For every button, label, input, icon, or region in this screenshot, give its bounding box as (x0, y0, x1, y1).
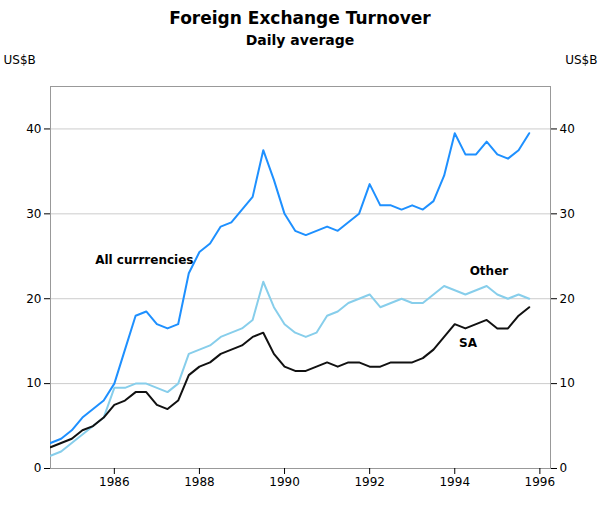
svg-text:1994: 1994 (439, 475, 470, 489)
svg-text:40: 40 (560, 122, 575, 136)
svg-text:30: 30 (26, 207, 41, 221)
svg-text:30: 30 (560, 207, 575, 221)
svg-text:10: 10 (26, 376, 41, 390)
svg-text:All currrencies: All currrencies (95, 253, 193, 267)
svg-text:1986: 1986 (99, 475, 130, 489)
svg-text:US$B: US$B (565, 53, 597, 67)
html-text:Foreign Exchange Turnover: Foreign Exchange Turnover (169, 8, 431, 28)
html-text:Daily average: Daily average (245, 32, 355, 48)
svg-text:40: 40 (26, 122, 41, 136)
svg-text:US$B: US$B (4, 53, 36, 67)
svg-text:1990: 1990 (269, 475, 300, 489)
svg-text:0: 0 (34, 461, 42, 475)
svg-text:1996: 1996 (525, 475, 556, 489)
svg-text:1992: 1992 (354, 475, 385, 489)
svg-text:20: 20 (560, 292, 575, 306)
svg-text:0: 0 (560, 461, 568, 475)
svg-text:1988: 1988 (184, 475, 215, 489)
svg-text:SA: SA (459, 336, 478, 350)
svg-text:Other: Other (470, 264, 509, 278)
svg-text:20: 20 (26, 292, 41, 306)
svg-text:10: 10 (560, 376, 575, 390)
